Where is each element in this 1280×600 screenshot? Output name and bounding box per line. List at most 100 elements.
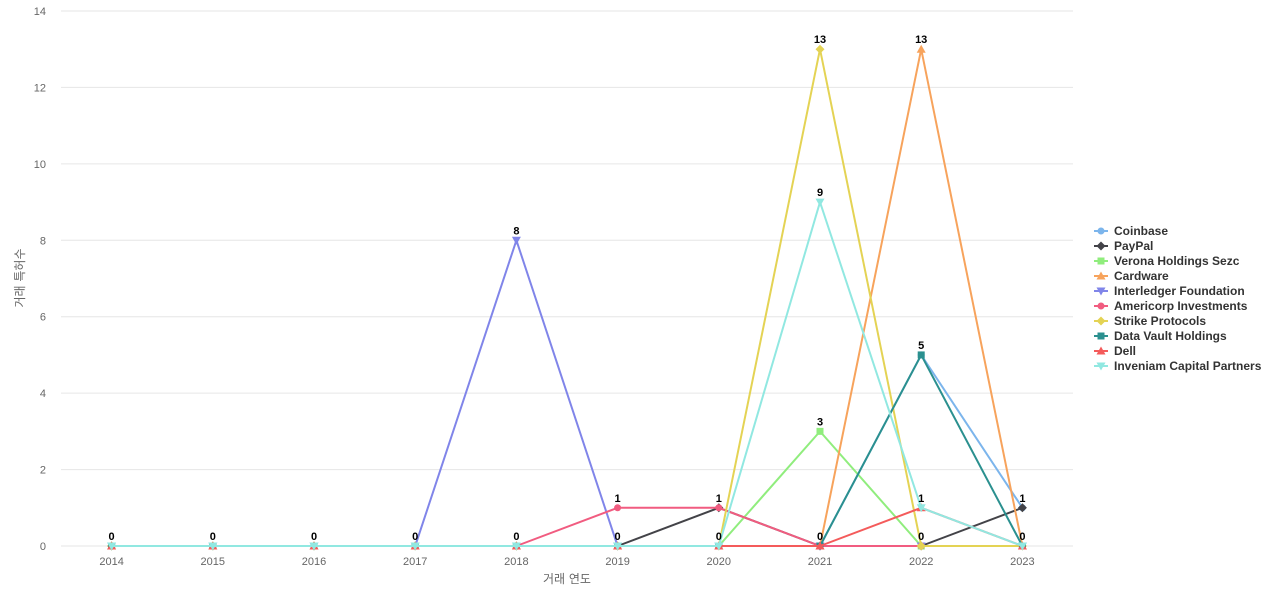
data-point (917, 351, 925, 359)
x-axis-ticks: 2014 2015 2016 2017 2018 2019 2020 2021 2022 2023 (99, 556, 1034, 568)
data-point (511, 236, 521, 245)
series-line (111, 353, 1024, 547)
data-point (815, 44, 825, 54)
series-americorp-investments (108, 504, 1026, 550)
legend-label: Dell (1114, 344, 1136, 358)
legend-label: Interledger Foundation (1114, 284, 1245, 298)
data-point (815, 198, 825, 207)
legend-label: Data Vault Holdings (1114, 329, 1227, 343)
y-tick-label: 14 (34, 6, 46, 18)
data-label: 1 (1019, 493, 1025, 505)
data-point (107, 542, 117, 551)
data-label: 0 (1019, 531, 1025, 543)
series-inveniam-capital-partners (107, 198, 1027, 551)
legend-item[interactable]: PayPal (1094, 239, 1153, 253)
data-label: 13 (814, 34, 826, 46)
legend-item[interactable]: Dell (1094, 344, 1136, 358)
data-point (1017, 542, 1027, 551)
data-label: 1 (615, 493, 621, 505)
legend-item[interactable]: Interledger Foundation (1094, 284, 1245, 298)
legend-label: PayPal (1114, 239, 1153, 253)
data-point (815, 541, 825, 550)
legend-item[interactable]: Data Vault Holdings (1094, 329, 1227, 343)
x-axis-title: 거래 연도 (543, 572, 591, 586)
y-axis-ticks: 0 2 4 6 8 10 12 14 (34, 6, 46, 553)
data-point (1096, 271, 1106, 280)
y-tick-label: 8 (40, 235, 46, 247)
legend-label: Inveniam Capital Partners (1114, 359, 1262, 373)
data-point (1097, 302, 1105, 310)
data-point (511, 542, 521, 551)
series-cardware (107, 44, 1027, 550)
data-label: 0 (918, 531, 924, 543)
data-point (1097, 227, 1105, 235)
legend-label: Strike Protocols (1114, 314, 1206, 328)
data-point (614, 504, 622, 512)
data-point (1096, 346, 1106, 355)
data-label: 9 (817, 187, 823, 199)
data-point (916, 541, 926, 551)
legend-item[interactable]: Strike Protocols (1094, 314, 1206, 328)
data-label: 0 (513, 531, 519, 543)
series-line (111, 48, 1024, 547)
data-label: 0 (817, 531, 823, 543)
series-lines (107, 44, 1027, 551)
data-point (613, 542, 623, 551)
data-point (816, 427, 824, 435)
x-tick-label: 2014 (99, 556, 123, 568)
legend-label: Verona Holdings Sezc (1114, 254, 1240, 268)
data-labels: 0 0 0 0 8 0 1 0 1 0 13 9 3 0 13 5 1 0 1 0 (109, 34, 1026, 543)
data-label: 0 (109, 531, 115, 543)
series-line (111, 201, 1023, 547)
legend-item[interactable]: Americorp Investments (1094, 299, 1248, 313)
data-label: 13 (915, 34, 927, 46)
legend-item[interactable]: Coinbase (1094, 224, 1168, 238)
data-label: 0 (412, 531, 418, 543)
data-point (1017, 503, 1027, 513)
data-label: 3 (817, 416, 823, 428)
data-label: 5 (918, 340, 924, 352)
x-tick-label: 2022 (909, 556, 933, 568)
series-line (111, 506, 1023, 547)
data-label: 0 (210, 531, 216, 543)
legend-label: Americorp Investments (1114, 299, 1248, 313)
legend-item[interactable]: Inveniam Capital Partners (1094, 359, 1262, 373)
series-verona-holdings-sezc (108, 427, 1026, 550)
data-point (1096, 362, 1106, 371)
series-line (111, 48, 1023, 547)
y-tick-label: 6 (40, 312, 46, 324)
y-tick-label: 0 (40, 541, 46, 553)
x-tick-label: 2017 (403, 556, 427, 568)
data-point (714, 542, 724, 551)
data-label: 0 (311, 531, 317, 543)
data-label: 8 (513, 225, 519, 237)
data-point (1096, 316, 1106, 326)
data-label: 1 (918, 493, 924, 505)
legend-item[interactable]: Verona Holdings Sezc (1094, 254, 1240, 268)
x-tick-label: 2018 (504, 556, 528, 568)
y-tick-label: 4 (40, 388, 46, 400)
data-point (715, 504, 723, 512)
data-label: 0 (716, 531, 722, 543)
data-point (410, 542, 420, 551)
data-label: 0 (615, 531, 621, 543)
data-point (309, 542, 319, 551)
y-tick-label: 10 (34, 159, 46, 171)
data-point (1097, 257, 1105, 265)
legend-label: Coinbase (1114, 224, 1168, 238)
legend-label: Cardware (1114, 269, 1169, 283)
x-tick-label: 2016 (302, 556, 326, 568)
data-point (1096, 287, 1106, 296)
x-tick-label: 2021 (808, 556, 832, 568)
series-strike-protocols (107, 44, 1027, 551)
legend-item[interactable]: Cardware (1094, 269, 1169, 283)
grid-lines (61, 10, 1073, 547)
data-point (1097, 332, 1105, 340)
data-label: 1 (716, 493, 722, 505)
x-tick-label: 2023 (1010, 556, 1034, 568)
y-tick-label: 2 (40, 465, 46, 477)
x-tick-label: 2020 (707, 556, 731, 568)
data-point (208, 542, 218, 551)
